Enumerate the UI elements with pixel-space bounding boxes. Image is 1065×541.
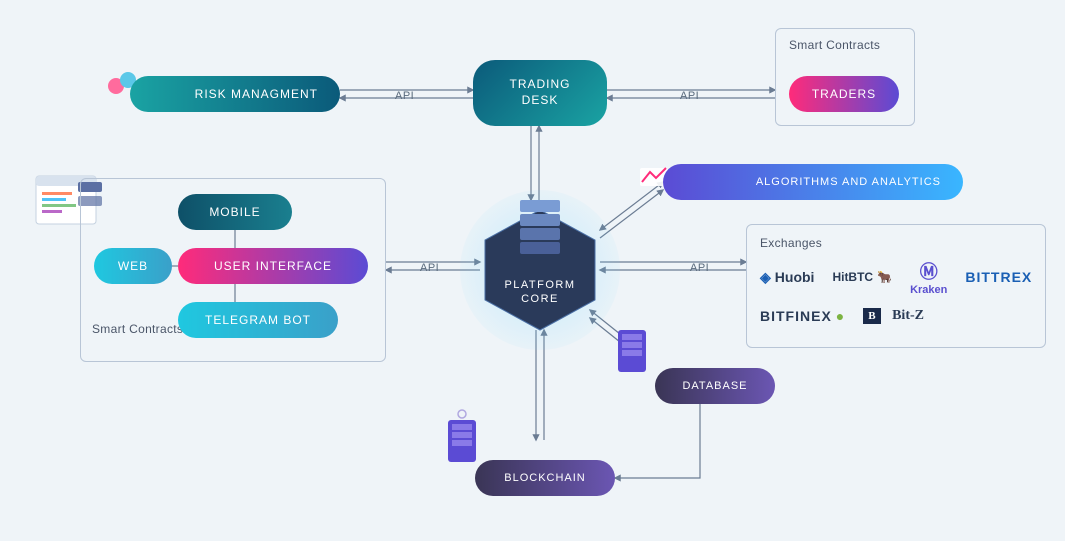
edge-label-api: API (420, 262, 439, 274)
web-node: WEB (94, 248, 172, 284)
telegram-bot-node: TELEGRAM BOT (178, 302, 338, 338)
database-node: DATABASE (655, 368, 775, 404)
edge-label-api: API (680, 90, 699, 102)
algorithms-node: ALGORITHMS AND ANALYTICS (663, 164, 963, 200)
smart-contracts-label-right: Smart Contracts (789, 38, 880, 52)
exchanges-logos: ◈Huobi HitBTC🐂 ⓂKraken BITTREX BITFINEX●… (760, 258, 1036, 324)
blockchain-server-icon (448, 410, 476, 462)
exchange-kraken: ⓂKraken (910, 258, 947, 296)
blockchain-node: BLOCKCHAIN (475, 460, 615, 496)
exchange-huobi: ◈Huobi (760, 269, 814, 286)
trading-desk-node: TRADING DESK (473, 60, 607, 126)
exchange-bitz: B Bit-Z (863, 308, 924, 324)
exchange-bitfinex: BITFINEX● (760, 308, 845, 324)
user-interface-node: USER INTERFACE (178, 248, 368, 284)
traders-node: TRADERS (789, 76, 899, 112)
exchange-bittrex: BITTREX (965, 269, 1032, 285)
risk-management-node: RISK MANAGMENT (130, 76, 340, 112)
exchanges-label: Exchanges (760, 236, 822, 250)
exchange-hitbtc: HitBTC🐂 (832, 270, 892, 284)
smart-contracts-label-left: Smart Contracts (92, 322, 183, 336)
platform-core-hex (485, 200, 595, 330)
edge-label-api: API (395, 90, 414, 102)
edge-label-api: API (690, 262, 709, 274)
mobile-node: MOBILE (178, 194, 292, 230)
platform-core-label: PLATFORM CORE (485, 278, 595, 307)
database-server-icon (618, 330, 646, 372)
